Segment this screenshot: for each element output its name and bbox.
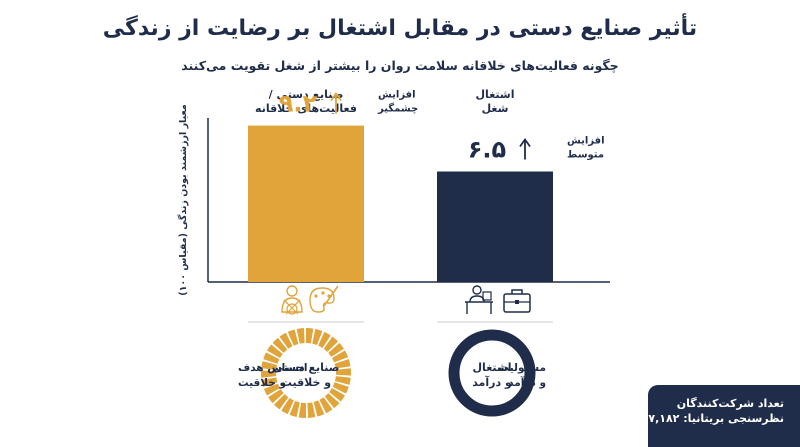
- side-label-line1: احساس هدف: [238, 362, 307, 374]
- donut-work: [448, 329, 536, 417]
- desk-worker-icon: [465, 285, 493, 314]
- category-label-line2: فعالیت‌های خلاقانه: [255, 102, 357, 115]
- category-label-line2: شغل: [482, 102, 509, 115]
- change-label-line2: متوسط: [567, 150, 604, 161]
- side-label-line2: و خلاقیت: [238, 377, 286, 389]
- category-label-line1: صنایع دستی /: [269, 88, 344, 101]
- up-arrow-head-icon: [330, 92, 342, 102]
- sample-size-badge: تعداد شرکت‌کنندگان نظرسنجی بریتانیا: ۷,۱…: [648, 385, 800, 447]
- side-label-line1: مسئولیت: [499, 362, 546, 374]
- y-axis-label: معیار ارزشمند بودن زندگی (مقیاس ۱۰۰): [177, 104, 189, 296]
- bar-crafts: [248, 125, 364, 282]
- change-label-line1: افزایش: [567, 136, 605, 147]
- data-label-value: ۹.۲: [279, 90, 318, 118]
- palette-icon: [309, 285, 339, 313]
- up-arrow-head-icon: [519, 137, 531, 148]
- side-label-line2: و درآمد: [508, 376, 546, 389]
- donut-label-line2: و خلاقیت: [281, 376, 331, 389]
- change-label-line1: افزایش: [378, 90, 416, 101]
- donut-label-line1: اشتغال: [473, 361, 512, 374]
- chart-title: تأثیر صنایع دستی در مقابل اشتغال بر رضای…: [102, 16, 698, 41]
- sample-size-line1: تعداد شرکت‌کنندگان: [676, 397, 784, 410]
- donut-label-line2: و درآمد: [472, 375, 512, 389]
- chart-subtitle: چگونه فعالیت‌های خلاقانه سلامت روان را ب…: [181, 58, 619, 73]
- briefcase-icon: [503, 289, 531, 313]
- change-label-line2: چشمگیر: [377, 102, 418, 115]
- knitting-person-icon: [281, 285, 303, 315]
- category-label-line1: اشتغال: [476, 88, 515, 101]
- donut-label-line1: صنایع دستی: [273, 361, 340, 374]
- sample-size-line2: نظرسنجی بریتانیا: ۷,۱۸۲: [648, 412, 784, 425]
- bar-work: [437, 171, 553, 282]
- data-label-value: ۶.۵: [468, 136, 506, 164]
- donut-crafts: [261, 328, 351, 418]
